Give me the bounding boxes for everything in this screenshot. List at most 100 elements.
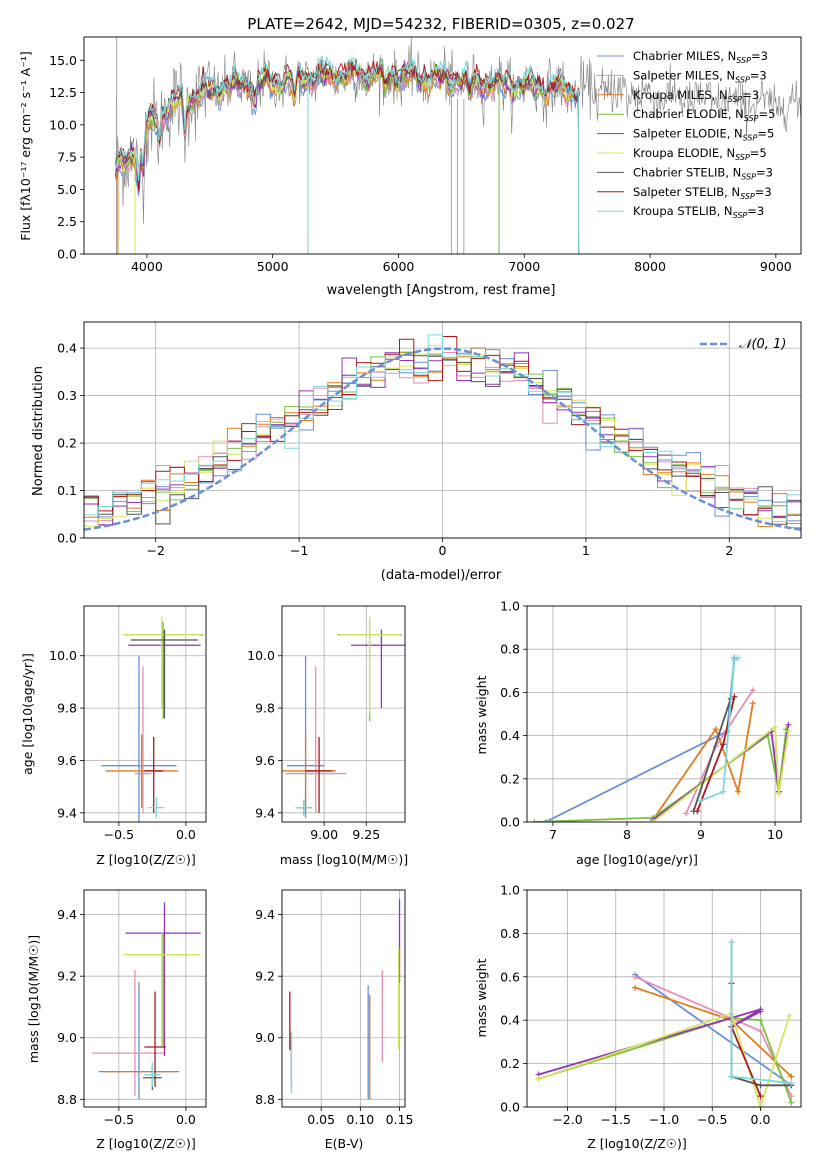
weight-marker-kroupa-elodie — [786, 1012, 793, 1019]
age-vs-Z-ytick-label: 9.8 — [57, 701, 77, 716]
weight-vs-Z-frame — [526, 889, 802, 1108]
residuals-ytick-label: 0.0 — [57, 531, 77, 546]
weight-line-chabrier-stelib — [692, 698, 732, 812]
residuals-ylabel: Normed distribution — [31, 366, 46, 496]
errorbar-salpeter-miles — [134, 666, 152, 813]
mass-vs-ebv-frame — [281, 889, 406, 1108]
weight-marker-salpeter-miles — [749, 687, 756, 694]
weight-marker-kroupa-elodie — [772, 723, 779, 730]
weight-vs-Z-xtick-label: 0.0 — [751, 1112, 771, 1127]
age-vs-mass-ytick-label: 9.8 — [255, 701, 275, 716]
age-vs-metallicity-ylabel: age [log10(age/yr)] — [20, 653, 35, 775]
spectrum-xtick-label: 6000 — [383, 259, 415, 274]
residuals-xtick-label: −2 — [146, 543, 164, 558]
age-vs-metallicity-errorbars — [101, 616, 204, 822]
residuals-xtick-label: 0 — [439, 543, 447, 558]
age-vs-mass-frame — [281, 605, 406, 823]
age-vs-mass-ytick-label: 10.0 — [247, 648, 275, 663]
mass-vs-ebv-xtick-label: 0.05 — [307, 1112, 335, 1127]
age-vs-metallicity-panel: −0.5 0.0 9.4 9.6 9.8 10.0 Z [log10(Z/Z☉)] age… — [20, 605, 207, 867]
weight-marker-chabrier-stelib — [757, 1082, 764, 1089]
weight-marker-chabrier-elodie — [757, 1017, 764, 1024]
mass-vs-Z-xtick-label: −0.5 — [104, 1112, 134, 1127]
legend-subscript: SSP — [735, 75, 750, 84]
legend-suffix: =5 — [757, 127, 774, 141]
weight-line-chabrier-miles — [634, 973, 792, 1087]
spectrum-ytick-label: 0.0 — [57, 247, 77, 262]
errorbar-salpeter-miles — [92, 970, 166, 1097]
residual-histogram-kroupa-stelib — [84, 334, 801, 538]
residuals-legend: 𝒩(0, 1) — [700, 337, 786, 352]
errorbar-salpeter-stelib — [144, 991, 166, 1087]
legend-label-chabrier-elodie: Chabrier ELODIE, NSSP=5 — [633, 107, 775, 123]
legend-subscript: SSP — [728, 95, 743, 104]
age-vs-mass-xlabel: mass [log10(M/M☉)] — [280, 852, 408, 867]
weight-marker-salpeter-miles — [683, 810, 690, 817]
weight-marker-salpeter-miles — [632, 973, 639, 980]
residuals-ytick-label: 0.3 — [57, 388, 77, 403]
age-vs-mass-ytick-label: 9.4 — [255, 805, 275, 820]
legend-label-chabrier-miles: Chabrier MILES, NSSP=3 — [633, 49, 768, 65]
mass-vs-Z-ytick-label: 9.2 — [57, 969, 77, 984]
errorbar-kroupa-miles — [105, 734, 178, 808]
mass-vs-ebv-xtick-label: 0.15 — [386, 1112, 414, 1127]
model-spectrum-kroupa-stelib — [114, 55, 580, 254]
spectrum-panel: 4000 5000 6000 7000 8000 9000 0.0 2.5 5.0 7.5 10.0… — [18, 15, 802, 298]
weight-vs-Z-xtick-label: −2.0 — [552, 1112, 582, 1127]
weight-line-kroupa-elodie — [652, 725, 790, 822]
weight-vs-age-lines — [531, 654, 792, 822]
errorbar-kroupa-elodie — [122, 616, 201, 709]
weight-marker-kroupa-stelib — [728, 939, 735, 946]
weight-vs-metallicity-panel: −2.0 −1.5 −1.0 −0.5 0.0 0.0 0.2 0.4 0.6 0.8 1.0 Z … — [474, 883, 802, 1151]
weight-vs-Z-xtick-label: −1.0 — [649, 1112, 679, 1127]
weight-marker-kroupa-miles — [712, 726, 719, 733]
weight-marker-kroupa-stelib — [735, 654, 742, 661]
mass-vs-Z-frame — [83, 889, 207, 1108]
errorbar-salpeter-miles — [285, 666, 347, 813]
spectrum-ytick-label: 10.0 — [49, 117, 77, 132]
errorbar-kroupa-elodie — [339, 616, 400, 714]
errorbar-kroupa-stelib — [148, 797, 165, 819]
legend-suffix: =3 — [755, 185, 772, 199]
legend-suffix: =3 — [742, 88, 759, 102]
weight-marker-kroupa-stelib — [788, 1080, 795, 1087]
mass-vs-metallicity-panel: −0.5 0.0 8.8 9.0 9.2 9.4 Z [log10(Z/Z☉)] mass… — [26, 889, 207, 1151]
weight-vs-age-frame — [526, 605, 802, 823]
spectrum-ytick-label: 7.5 — [57, 150, 77, 165]
legend-subscript: SSP — [736, 56, 751, 65]
weight-marker-salpeter-stelib — [757, 1093, 764, 1100]
weight-vs-age-ytick-label: 0.6 — [500, 685, 520, 700]
weight-marker-kroupa-elodie — [649, 819, 656, 822]
errorbar-salpeter-stelib — [144, 736, 164, 813]
age-vs-mass-panel: 9.00 9.25 9.4 9.6 9.8 10.0 mass [log10(M/M☉)] — [247, 605, 408, 867]
residuals-xtick-label: −1 — [290, 543, 308, 558]
legend-subscript: SSP — [740, 192, 755, 201]
weight-marker-salpeter-elodie — [785, 721, 792, 728]
weight-marker-salpeter-stelib — [720, 741, 727, 748]
legend-suffix: =5 — [750, 146, 767, 160]
weight-marker-kroupa-elodie — [757, 1104, 764, 1107]
weight-line-kroupa-miles — [652, 703, 754, 821]
mass-vs-extinction-panel: 0.05 0.10 0.15 8.8 9.0 9.2 9.4 E(B-V) — [255, 889, 414, 1151]
weight-vs-metallicity-lines — [535, 939, 795, 1107]
age-vs-mass-xtick-label: 9.25 — [352, 827, 380, 842]
mass-vs-Z-ytick-label: 9.4 — [57, 907, 77, 922]
mass-vs-metallicity-xlabel: Z [log10(Z/Z☉)] — [96, 1136, 196, 1151]
age-vs-Z-xtick-label: −0.5 — [104, 827, 134, 842]
weight-vs-Z-xtick-label: −1.5 — [601, 1112, 631, 1127]
spectrum-xtick-label: 9000 — [760, 259, 792, 274]
legend-subscript: SSP — [733, 211, 748, 220]
weight-marker-kroupa-stelib — [720, 788, 727, 795]
spectrum-ytick-label: 15.0 — [49, 53, 77, 68]
errorbar-salpeter-elodie — [125, 902, 201, 1057]
age-vs-Z-ytick-label: 10.0 — [49, 648, 77, 663]
weight-vs-metallicity-ylabel: mass weight — [474, 958, 489, 1037]
weight-marker-kroupa-elodie — [775, 790, 782, 797]
residuals-panel: −2 −1 0 1 2 0.0 0.1 0.2 0.3 0.4 (data-model)/erro… — [31, 321, 802, 583]
weight-marker-chabrier-miles — [542, 819, 549, 822]
age-vs-metallicity-xlabel: Z [log10(Z/Z☉)] — [96, 852, 196, 867]
errorbar-salpeter-elodie — [351, 629, 405, 709]
legend-subscript: SSP — [735, 153, 750, 162]
errorbar-kroupa-stelib — [295, 799, 313, 816]
legend-label-kroupa-elodie: Kroupa ELODIE, NSSP=5 — [633, 146, 767, 162]
